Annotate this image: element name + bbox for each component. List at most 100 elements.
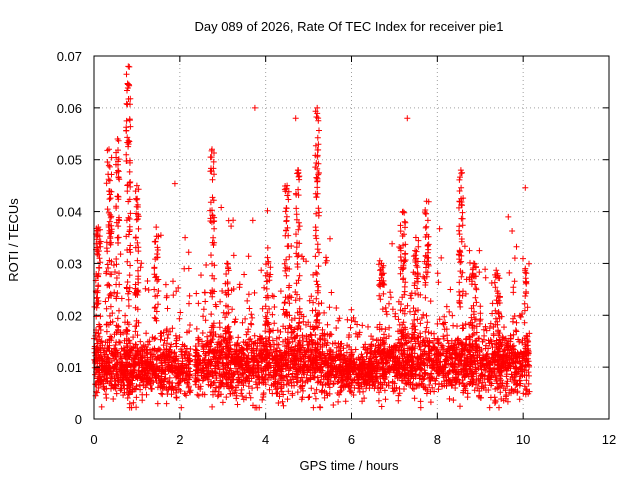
data-point	[117, 385, 124, 392]
data-point	[193, 325, 200, 332]
data-point	[457, 259, 464, 266]
data-point	[230, 252, 237, 259]
data-point	[147, 359, 154, 366]
data-point	[473, 299, 480, 306]
data-point	[169, 379, 176, 386]
data-point	[118, 295, 125, 302]
data-point	[182, 370, 189, 377]
data-point	[176, 379, 183, 386]
data-point	[105, 162, 112, 169]
data-point	[395, 316, 402, 323]
data-point	[312, 253, 319, 260]
data-point	[184, 379, 191, 386]
data-point	[183, 361, 190, 368]
data-point	[521, 300, 528, 307]
data-point	[127, 262, 134, 269]
data-point	[104, 206, 111, 213]
data-point	[456, 176, 463, 183]
data-point	[324, 321, 331, 328]
data-point	[283, 217, 290, 224]
data-point	[282, 299, 288, 306]
data-point	[315, 263, 322, 270]
data-point	[417, 404, 424, 411]
data-point	[208, 252, 214, 259]
data-point	[521, 319, 528, 326]
data-point	[456, 223, 463, 230]
data-point	[94, 301, 101, 308]
data-point	[434, 336, 441, 343]
data-point	[107, 303, 114, 310]
data-point	[420, 311, 427, 318]
data-point	[386, 300, 392, 307]
data-point	[172, 340, 179, 347]
data-point	[112, 353, 119, 360]
data-point	[259, 396, 266, 403]
data-point	[178, 404, 185, 411]
data-point	[95, 264, 102, 271]
data-point	[122, 312, 129, 319]
data-point	[167, 343, 174, 350]
data-point	[411, 317, 418, 323]
data-point	[422, 224, 429, 231]
data-point	[185, 350, 192, 357]
x-tick-label: 6	[348, 432, 355, 447]
data-point	[132, 234, 139, 241]
data-point	[132, 359, 138, 366]
data-point	[106, 177, 113, 184]
data-point	[327, 235, 333, 242]
data-point	[113, 256, 120, 262]
data-point	[142, 285, 149, 292]
data-point	[293, 205, 300, 212]
data-point	[513, 319, 520, 326]
data-point	[208, 311, 215, 318]
data-point	[342, 398, 349, 405]
data-point	[125, 296, 132, 303]
data-point	[140, 364, 146, 371]
data-point	[251, 104, 258, 111]
y-tick-labels: 00.010.020.030.040.050.060.07	[57, 49, 82, 427]
data-point	[335, 398, 342, 405]
data-point	[234, 401, 241, 408]
data-point	[123, 71, 130, 78]
data-point	[92, 371, 99, 378]
data-point	[140, 342, 147, 349]
data-point	[193, 290, 200, 297]
data-point	[124, 356, 131, 363]
data-point	[120, 392, 127, 399]
data-point	[185, 384, 192, 391]
data-point	[180, 365, 187, 372]
data-point	[135, 273, 142, 280]
data-point	[107, 195, 114, 202]
data-point	[126, 216, 133, 222]
data-point	[200, 306, 207, 313]
data-point	[150, 361, 157, 368]
data-point	[132, 353, 139, 360]
data-point	[132, 328, 139, 335]
data-point	[98, 403, 105, 410]
data-point	[157, 336, 164, 343]
data-point	[449, 312, 456, 319]
data-point	[164, 391, 171, 397]
data-point	[141, 352, 148, 359]
data-point	[99, 371, 106, 378]
data-point	[139, 358, 146, 365]
data-point	[486, 404, 493, 411]
data-point	[316, 404, 323, 410]
data-point	[434, 270, 441, 277]
data-point	[151, 265, 158, 272]
data-point	[473, 285, 480, 292]
data-point	[450, 322, 457, 329]
data-point	[102, 358, 109, 365]
data-point	[458, 273, 465, 280]
data-point	[306, 393, 313, 400]
data-point	[163, 326, 170, 333]
data-point	[417, 398, 424, 405]
data-point	[117, 354, 124, 361]
data-point	[348, 306, 355, 313]
y-tick-label: 0.04	[57, 205, 82, 220]
data-point	[520, 255, 526, 262]
data-point	[228, 223, 235, 230]
data-point	[107, 233, 114, 240]
data-point	[459, 222, 466, 229]
data-point	[172, 384, 179, 391]
